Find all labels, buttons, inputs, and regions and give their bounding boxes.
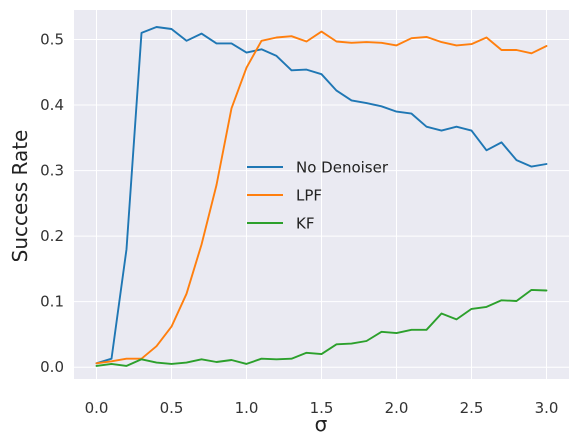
gridlines: [74, 10, 569, 379]
x-tick-labels: 0.0 0.5 1.0 1.5 2.0 2.5 3.0: [85, 399, 559, 417]
legend: No Denoiser LPF KF: [247, 159, 389, 233]
y-tick-label: 0.0: [40, 358, 64, 376]
y-axis-label: Success Rate: [8, 130, 32, 263]
x-tick-label: 2.5: [460, 399, 484, 417]
y-tick-label: 0.1: [40, 293, 64, 311]
x-tick-label: 2.0: [385, 399, 409, 417]
x-tick-label: 0.0: [85, 399, 109, 417]
legend-label: KF: [296, 215, 314, 233]
y-tick-label: 0.2: [40, 227, 64, 245]
x-tick-label: 1.0: [235, 399, 259, 417]
legend-label: LPF: [296, 187, 322, 205]
y-tick-label: 0.5: [40, 30, 64, 48]
series-line-1: [95, 30, 548, 365]
y-tick-labels: 0.0 0.1 0.2 0.3 0.4 0.5: [40, 30, 64, 376]
x-tick-label: 0.5: [160, 399, 184, 417]
x-tick-label: 1.5: [310, 399, 334, 417]
y-tick-label: 0.4: [40, 96, 64, 114]
series-line-2: [95, 288, 548, 367]
series-line-0: [95, 26, 548, 365]
series-layer: [95, 26, 548, 367]
y-tick-label: 0.3: [40, 162, 64, 180]
x-tick-label: 3.0: [535, 399, 559, 417]
x-axis-label: σ: [315, 412, 328, 436]
legend-label: No Denoiser: [296, 159, 389, 177]
